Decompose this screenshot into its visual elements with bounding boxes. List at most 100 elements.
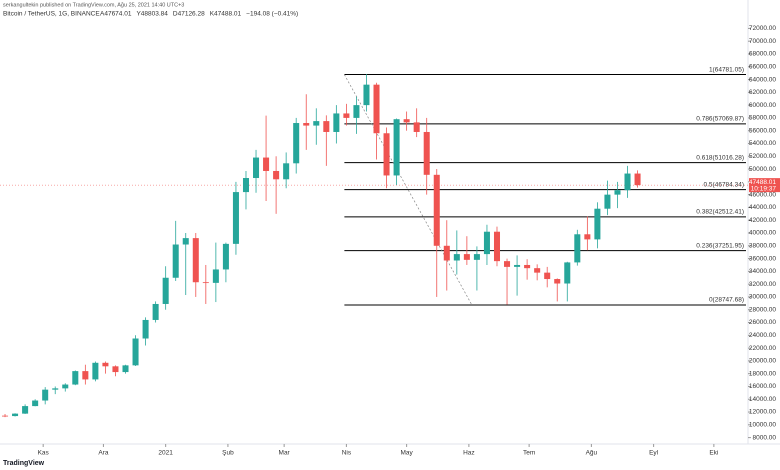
y-tick-label: 72000.00 <box>749 25 776 32</box>
y-tick-label: 34000.00 <box>749 268 776 275</box>
y-tick-label: 46000.00 <box>749 191 776 198</box>
y-tick-label: 18000.00 <box>749 370 776 377</box>
fib-label: 0.236(37251.95) <box>696 242 744 249</box>
y-tick-label: 14000.00 <box>749 396 776 403</box>
candle-body <box>32 400 39 407</box>
candle-body <box>202 282 209 284</box>
fib-label: 0.618(51016.28) <box>696 154 744 161</box>
candle-body <box>383 133 390 176</box>
candle-body <box>614 190 621 195</box>
candle-body <box>363 84 370 106</box>
y-tick-label: 50000.00 <box>749 166 776 173</box>
y-tick-label: 16000.00 <box>749 383 776 390</box>
candle-body <box>393 119 400 176</box>
candle-body <box>514 264 521 267</box>
last-price-tag <box>749 178 780 193</box>
candle-body <box>524 264 531 269</box>
candle-body <box>634 173 641 186</box>
candle-body <box>52 388 59 390</box>
x-tick-label: Tem <box>523 450 535 457</box>
candle-body <box>333 113 340 132</box>
fib-label: 1(64781.05) <box>709 66 744 73</box>
candle-body <box>323 121 330 132</box>
candle-body <box>132 338 139 366</box>
candle-body <box>162 277 169 304</box>
candle-body <box>313 121 320 126</box>
y-tick-label: 68000.00 <box>749 51 776 58</box>
candle-body <box>172 244 179 278</box>
ohlc-value: Y48803.84 <box>136 11 168 18</box>
x-tick-label: Ağu <box>586 450 598 457</box>
candle-body <box>42 389 49 401</box>
y-tick-label: 12000.00 <box>749 409 776 416</box>
y-tick-label: 58000.00 <box>749 115 776 122</box>
countdown-label: 10:19:37 <box>751 185 777 192</box>
candle-body <box>303 123 310 126</box>
y-tick-label: 38000.00 <box>749 243 776 250</box>
candle-body <box>493 231 501 262</box>
x-tick-label: Haz <box>463 450 475 457</box>
candle-body <box>152 303 159 320</box>
candle-body <box>463 254 470 260</box>
ohlc-value: D47126.28 <box>173 11 205 18</box>
candle-body <box>403 119 410 123</box>
candle-body <box>373 84 380 134</box>
candle-body <box>72 371 79 385</box>
x-tick-label: May <box>400 450 413 457</box>
candle-body <box>62 384 69 389</box>
candle-body <box>353 105 360 118</box>
candle-body <box>343 113 350 118</box>
y-tick-label: 10000.00 <box>749 422 776 429</box>
author-line: serkangultekin published on TradingView.… <box>3 2 184 8</box>
x-tick-label: 2021 <box>158 450 173 457</box>
candle-body <box>544 272 551 280</box>
ohlc-readout: A47674.01 Y48803.84 D47126.28 K47488.01 −194… <box>100 11 298 18</box>
x-tick-label: Nis <box>342 450 352 457</box>
y-tick-label: 64000.00 <box>749 76 776 83</box>
candle-body <box>222 243 229 270</box>
candle-body <box>142 319 149 339</box>
x-tick-label: Mar <box>279 450 291 457</box>
candle-body <box>263 157 270 171</box>
candle-body <box>102 362 109 367</box>
y-tick-label: 20000.00 <box>749 358 776 365</box>
ohlc-value: A47674.01 <box>100 11 132 18</box>
candle-body <box>604 194 611 209</box>
candle-body <box>192 238 199 283</box>
candle-body <box>413 122 420 132</box>
candle-body <box>443 245 450 261</box>
candle-body <box>273 170 280 180</box>
y-tick-label: 22000.00 <box>749 345 776 352</box>
candle-body <box>2 415 9 417</box>
candle-body <box>624 173 631 191</box>
candle-body <box>473 254 480 260</box>
y-tick-label: 56000.00 <box>749 127 776 134</box>
candle-body <box>584 234 591 240</box>
candle-body <box>574 234 581 263</box>
fib-label: 0.382(42512.41) <box>696 209 744 216</box>
candle-body <box>594 208 601 240</box>
y-tick-label: 52000.00 <box>749 153 776 160</box>
candle-body <box>182 238 189 245</box>
candle-body <box>232 192 239 244</box>
y-tick-label: 36000.00 <box>749 255 776 262</box>
candle-body <box>453 254 460 261</box>
y-tick-label: 30000.00 <box>749 294 776 301</box>
y-tick-label: 42000.00 <box>749 217 776 224</box>
x-tick-label: Eki <box>709 450 718 457</box>
y-tick-label: 28000.00 <box>749 306 776 313</box>
y-tick-label: 8000.00 <box>753 434 777 441</box>
candle-body <box>483 231 490 255</box>
change-value: −194.08 (−0.41%) <box>246 11 298 18</box>
candle-body <box>554 279 561 284</box>
y-tick-label: 32000.00 <box>749 281 776 288</box>
candle-body <box>564 262 571 284</box>
footer-logo: TradingView <box>3 460 45 467</box>
candle-body <box>283 163 290 180</box>
y-tick-label: 54000.00 <box>749 140 776 147</box>
y-tick-label: 60000.00 <box>749 102 776 109</box>
candle-body <box>423 131 430 175</box>
x-tick-label: Eyl <box>649 450 659 457</box>
candle-body <box>433 174 440 246</box>
